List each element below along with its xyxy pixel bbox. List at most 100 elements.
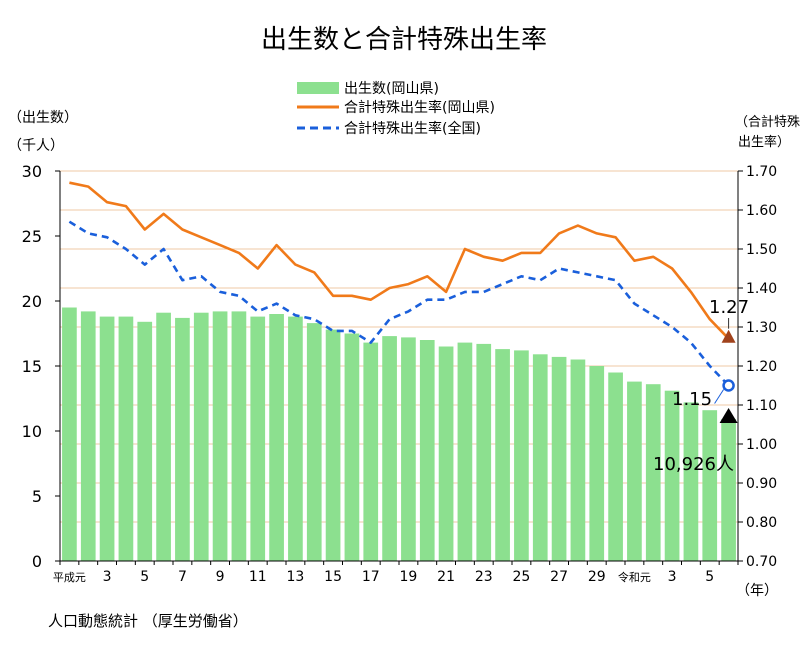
x-tick-label: 23: [475, 569, 493, 585]
right-axis-label-line1: （合計特殊: [735, 114, 800, 130]
x-tick-label: 17: [362, 569, 380, 585]
bar: [118, 316, 134, 561]
bar: [457, 342, 473, 561]
right-tick-label: 0.90: [746, 476, 777, 492]
bar: [137, 321, 153, 561]
line-okayama-rate: [69, 181, 730, 340]
x-unit-label: （年）: [736, 583, 778, 599]
left-axis-label-line2: （千人）: [8, 138, 64, 154]
left-tick-label: 20: [22, 292, 42, 311]
bar: [570, 359, 586, 561]
bar: [193, 312, 209, 561]
bar: [495, 349, 510, 561]
right-tick-label: 1.10: [746, 398, 777, 414]
right-tick-label: 1.00: [746, 437, 777, 453]
bar: [80, 311, 96, 561]
x-tick-label: 平成元: [53, 571, 86, 584]
annotation-okayama-rate: 1.27: [709, 297, 749, 318]
legend-label-okayama-rate: 合計特殊出生率(岡山県): [344, 99, 495, 116]
annotations: 1.27 1.15 10,926人: [653, 297, 749, 475]
bar: [231, 311, 247, 561]
annotation-births: 10,926人: [653, 454, 734, 475]
left-tick-label: 15: [22, 357, 42, 376]
right-tick-label: 1.50: [746, 242, 777, 258]
bar: [175, 317, 190, 561]
legend-swatch-births: [297, 82, 339, 94]
bar: [645, 384, 661, 561]
bar: [363, 342, 379, 561]
right-tick-label: 1.20: [746, 359, 777, 375]
bar: [419, 340, 435, 561]
bar: [476, 343, 492, 561]
line-series: [68, 181, 730, 387]
okayama-rate-end-marker: [721, 329, 736, 343]
line-national-rate: [68, 220, 730, 387]
bar: [589, 366, 605, 561]
legend-label-national-rate: 合計特殊出生率(全国): [344, 120, 481, 137]
right-tick-label: 1.40: [746, 281, 777, 297]
bar: [721, 418, 736, 561]
x-tick-label: 9: [216, 569, 225, 585]
bar: [344, 333, 360, 561]
x-tick-label: 令和元: [618, 570, 651, 584]
annotation-national-leader: [714, 389, 725, 404]
x-tick-label: 7: [178, 569, 187, 585]
x-tick-label: 29: [588, 569, 606, 585]
x-tick-label: 13: [287, 569, 305, 585]
left-tick-label: 30: [22, 162, 42, 181]
bar: [288, 316, 303, 561]
x-tick-label: 25: [513, 569, 531, 585]
tick-labels: 0 5 10 15 20 25 30 0.70 0.80 0.90 1.00 1.10 1.20 1.30…: [22, 162, 778, 585]
bar: [683, 402, 699, 561]
x-tick-label: 5: [140, 569, 149, 585]
bar: [212, 311, 228, 561]
bar: [438, 346, 454, 561]
left-tick-label: 5: [32, 487, 42, 506]
bar: [325, 329, 341, 561]
bar: [702, 410, 718, 561]
bar: [514, 350, 529, 561]
bar: [401, 337, 416, 561]
right-tick-label: 1.30: [746, 320, 777, 336]
x-tick-label: 5: [705, 569, 714, 585]
x-tick-label: 11: [249, 569, 267, 585]
left-tick-label: 10: [22, 422, 42, 441]
national-rate-end-marker: [722, 379, 735, 392]
left-tick-label: 25: [22, 227, 42, 246]
chart-title: 出生数と合計特殊出生率: [261, 25, 547, 55]
bar: [99, 316, 115, 561]
right-tick-label: 0.70: [746, 554, 777, 570]
x-tick-label: 19: [400, 569, 418, 585]
annotation-national-rate: 1.15: [672, 389, 712, 410]
right-axis-label-line2: 出生率）: [738, 134, 790, 150]
axes: [55, 170, 743, 565]
bar: [532, 354, 548, 561]
x-tick-label: 15: [324, 569, 342, 585]
legend-label-births: 出生数(岡山県): [344, 81, 439, 97]
bar: [156, 312, 171, 561]
source-note: 人口動態統計 （厚生労働省）: [48, 612, 248, 630]
x-tick-label: 21: [437, 569, 455, 585]
x-tick-label: 27: [550, 569, 568, 585]
legend: 出生数(岡山県) 合計特殊出生率(岡山県) 合計特殊出生率(全国): [297, 81, 495, 137]
bar: [664, 390, 680, 561]
bar: [62, 307, 77, 561]
bar: [551, 356, 567, 561]
x-tick-label: 3: [668, 569, 677, 585]
bar: [306, 323, 322, 561]
bar: [269, 314, 284, 561]
bar: [382, 336, 397, 561]
x-tick-label: 3: [103, 569, 112, 585]
left-axis-label-line1: （出生数）: [8, 110, 78, 126]
bar-series: [62, 307, 736, 561]
right-tick-label: 1.70: [746, 164, 777, 180]
bar: [627, 381, 642, 561]
left-tick-label: 0: [32, 552, 42, 571]
gridlines: [60, 170, 738, 523]
right-tick-label: 1.60: [746, 203, 777, 219]
births-end-marker: [719, 407, 738, 423]
bar: [608, 372, 623, 561]
bar: [250, 316, 266, 561]
right-tick-label: 0.80: [746, 515, 777, 531]
